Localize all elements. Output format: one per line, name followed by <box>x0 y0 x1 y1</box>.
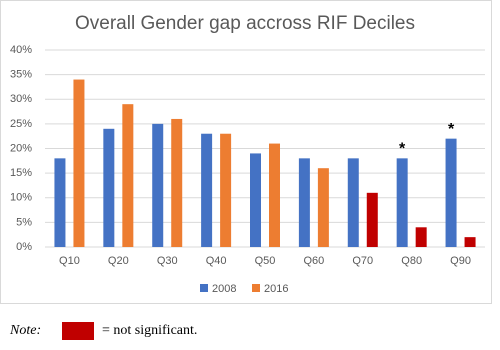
x-tick-label: Q70 <box>352 255 373 267</box>
annotation: * <box>448 121 455 138</box>
y-tick-label: 40% <box>10 44 32 56</box>
x-tick-label: Q30 <box>157 255 178 267</box>
bar <box>201 133 213 247</box>
bar <box>298 158 310 247</box>
legend-label: 2008 <box>212 283 236 295</box>
bar <box>317 168 329 247</box>
bar <box>347 158 359 247</box>
y-tick-label: 35% <box>10 69 32 81</box>
x-tick-label: Q50 <box>255 255 276 267</box>
x-tick-label: Q80 <box>401 255 422 267</box>
legend-swatch <box>252 284 260 292</box>
x-tick-label: Q90 <box>450 255 471 267</box>
x-tick-label: Q10 <box>59 255 80 267</box>
note-text: = not significant. <box>102 323 197 338</box>
bar <box>250 153 261 247</box>
x-tick-label: Q40 <box>206 255 227 267</box>
bar <box>152 123 164 247</box>
legend-swatch <box>200 284 208 292</box>
x-tick-label: Q60 <box>303 255 324 267</box>
bar <box>396 158 408 247</box>
note-swatch <box>62 322 94 340</box>
bar <box>122 104 134 247</box>
note-label: Note: <box>9 323 41 338</box>
bar <box>366 192 378 247</box>
bar <box>415 227 427 247</box>
bar <box>73 79 85 247</box>
bar <box>464 237 476 247</box>
y-tick-label: 20% <box>10 142 32 154</box>
bar <box>269 143 280 247</box>
bar <box>54 158 66 247</box>
bar <box>171 118 183 247</box>
y-tick-label: 30% <box>10 93 32 105</box>
y-tick-label: 0% <box>16 241 32 253</box>
legend-label: 2016 <box>264 283 288 295</box>
y-tick-label: 25% <box>10 118 32 130</box>
annotation: * <box>399 141 406 158</box>
y-tick-label: 15% <box>10 167 32 179</box>
bar <box>103 128 115 247</box>
chart-title: Overall Gender gap accross RIF Deciles <box>75 13 415 34</box>
bar <box>220 133 232 247</box>
y-tick-label: 5% <box>16 216 32 228</box>
bar <box>445 138 457 247</box>
y-tick-label: 10% <box>10 192 32 204</box>
x-tick-label: Q20 <box>108 255 129 267</box>
